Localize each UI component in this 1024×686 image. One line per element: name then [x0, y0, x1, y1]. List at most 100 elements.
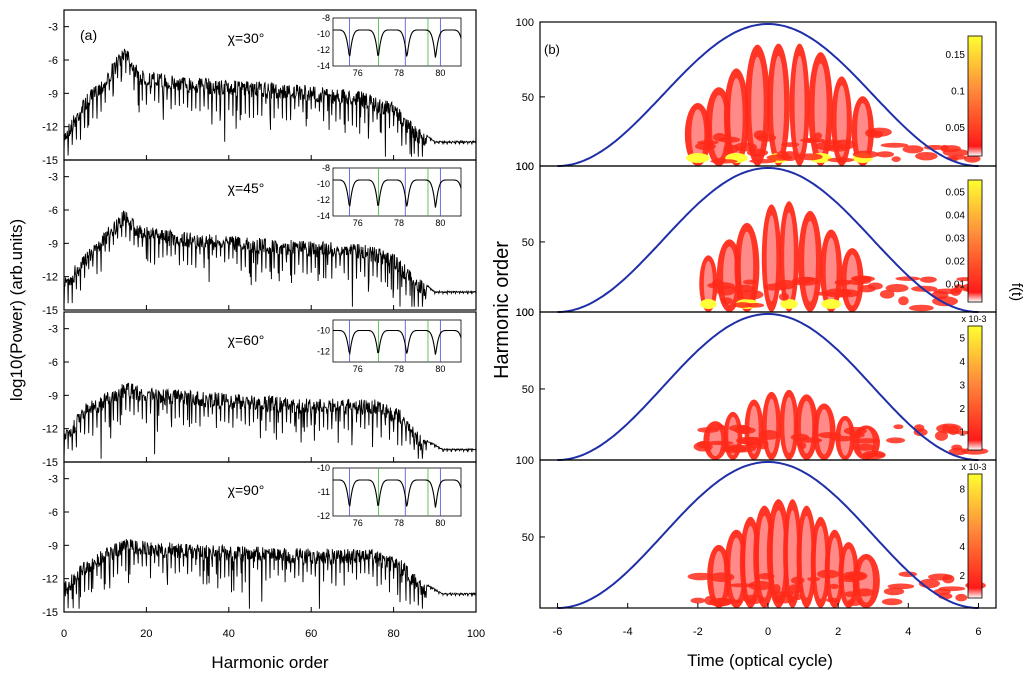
- contour-speckle: [854, 443, 876, 451]
- contour-inner: [691, 109, 705, 160]
- x-tick-label: 0: [765, 626, 771, 638]
- colorbar-tick-label: 3: [959, 380, 965, 391]
- panel-label-a: (a): [80, 27, 97, 43]
- inset-y-tick-label: -10: [317, 326, 330, 336]
- subplot-a-2: -3 -6 -9 -12 -15 χ=45° -8 -10 -12 -14 76 78 80: [42, 159, 477, 317]
- contour-inner: [784, 212, 794, 301]
- contour-speckle: [814, 132, 823, 140]
- subplot-b-4: 50 8 6 4 2 x 10-3: [522, 459, 997, 609]
- colorbar: 8 6 4 2 x 10-3: [959, 462, 987, 599]
- contour-speckle: [883, 587, 905, 596]
- contour-inner: [814, 63, 827, 155]
- colorbar-tick-label: 0.05: [946, 188, 966, 199]
- contour-speckle: [743, 594, 765, 604]
- panel-b: 100501000.150.10.05(b)100501000.050.040.…: [491, 17, 1024, 670]
- inset-y-tick-label: -8: [322, 163, 330, 173]
- inset-x-tick-label: 80: [435, 68, 445, 78]
- contour-speckle: [879, 289, 895, 299]
- chi-label: χ=90°: [228, 482, 265, 498]
- contour-speckle: [731, 284, 756, 292]
- contour-speckle: [950, 287, 962, 296]
- contour-inner: [787, 510, 798, 598]
- x-tick-label: 80: [387, 628, 399, 640]
- contour-speckle: [915, 151, 938, 161]
- x-tick-label: 0: [61, 628, 67, 640]
- contour-peak: [686, 153, 710, 163]
- contour-peak: [821, 299, 842, 309]
- y-tick-label: -3: [48, 22, 58, 34]
- contour-speckle: [721, 297, 733, 305]
- y-tick-label: 50: [522, 532, 534, 544]
- contour-speckle: [895, 276, 921, 281]
- contour-speckle: [816, 569, 840, 579]
- contour-speckle: [934, 430, 948, 441]
- inset-frame: [332, 467, 462, 517]
- contour-inner: [825, 237, 837, 304]
- subplot-a-1: -3 -6 -9 -12 -15 χ=30° (a) -8 -10 -12 -14 76 78 80: [42, 9, 477, 167]
- y-tick-label: 100: [516, 161, 534, 173]
- inset-y-tick-label: -10: [317, 29, 330, 39]
- contour-inner: [818, 409, 830, 455]
- y-tick-label: -15: [42, 607, 58, 619]
- chi-label: χ=30°: [228, 30, 265, 46]
- y-tick-label: -9: [48, 88, 58, 100]
- colorbar-tick-label: 8: [959, 484, 965, 495]
- contour-speckle: [829, 583, 839, 589]
- colorbar-bar: [967, 473, 983, 599]
- inset-x-tick-label: 80: [435, 218, 445, 228]
- y-tick-label: 100: [516, 307, 534, 319]
- axes-frame: [63, 159, 477, 311]
- colorbar-tick-label: 0.03: [946, 234, 966, 245]
- chi-label: χ=60°: [228, 332, 265, 348]
- contour-speckle: [734, 142, 758, 152]
- contour-speckle: [798, 442, 807, 450]
- contour-speckle: [891, 156, 901, 162]
- x-axis-label: Harmonic order: [211, 653, 328, 672]
- y-tick-label: 100: [516, 307, 534, 319]
- colorbar-bar: [967, 35, 983, 157]
- contour-speckle: [867, 282, 883, 290]
- colorbar-bar: [967, 179, 983, 303]
- y-tick-label: -3: [48, 324, 58, 336]
- contour-speckle: [711, 424, 726, 430]
- contour-speckle: [807, 576, 821, 582]
- y-axis-label: log10(Power) (arb.units): [7, 219, 26, 401]
- contour-speckle: [787, 584, 804, 594]
- colorbar-tick-label: 2: [959, 404, 965, 415]
- contour-speckle: [758, 429, 779, 440]
- contour-speckle: [847, 598, 862, 606]
- contour-speckle: [778, 293, 789, 301]
- contour-speckle: [721, 444, 747, 454]
- contour-speckle: [947, 155, 967, 160]
- y-tick-label: 100: [516, 17, 534, 29]
- contour-speckle: [887, 583, 915, 590]
- inset-y-tick-label: -8: [322, 13, 330, 23]
- contour-speckle: [880, 142, 909, 148]
- colorbar-tick-label: 0.02: [946, 257, 966, 268]
- spectrum-line: [63, 48, 477, 157]
- contour-inner: [801, 515, 812, 598]
- colorbar-tick-label: 4: [959, 542, 965, 553]
- inset-line: [333, 29, 462, 58]
- inset-line: [333, 329, 462, 356]
- subplot-a-3: -3 -6 -9 -12 -15 χ=60° -10 -12 76 78 80: [42, 311, 477, 469]
- inset-x-tick-label: 80: [435, 518, 445, 528]
- inset-x-tick-label: 78: [394, 364, 404, 374]
- inset-x-tick-label: 78: [394, 218, 404, 228]
- contour-speckle: [881, 598, 903, 606]
- contour-speckle: [705, 440, 734, 446]
- inset-x-tick-label: 76: [353, 68, 363, 78]
- inset-y-tick-label: -11: [318, 487, 330, 497]
- inset-y-tick-label: -14: [317, 211, 330, 221]
- colorbar-tick-label: 0.04: [946, 211, 966, 222]
- colorbar: 5 4 3 2 1 x 10-3: [959, 314, 987, 451]
- x-tick-label: 4: [905, 626, 911, 638]
- contour-inner: [745, 525, 756, 599]
- colorbar-bar: [967, 325, 983, 451]
- inset-x-tick-label: 78: [394, 518, 404, 528]
- contour-speckle: [812, 438, 823, 443]
- y-tick-label: -15: [42, 155, 58, 167]
- subplot-b-1: 100 50 100 0.15 0.1 0.05 (b): [516, 17, 997, 173]
- inset-y-tick-label: -10: [317, 463, 330, 473]
